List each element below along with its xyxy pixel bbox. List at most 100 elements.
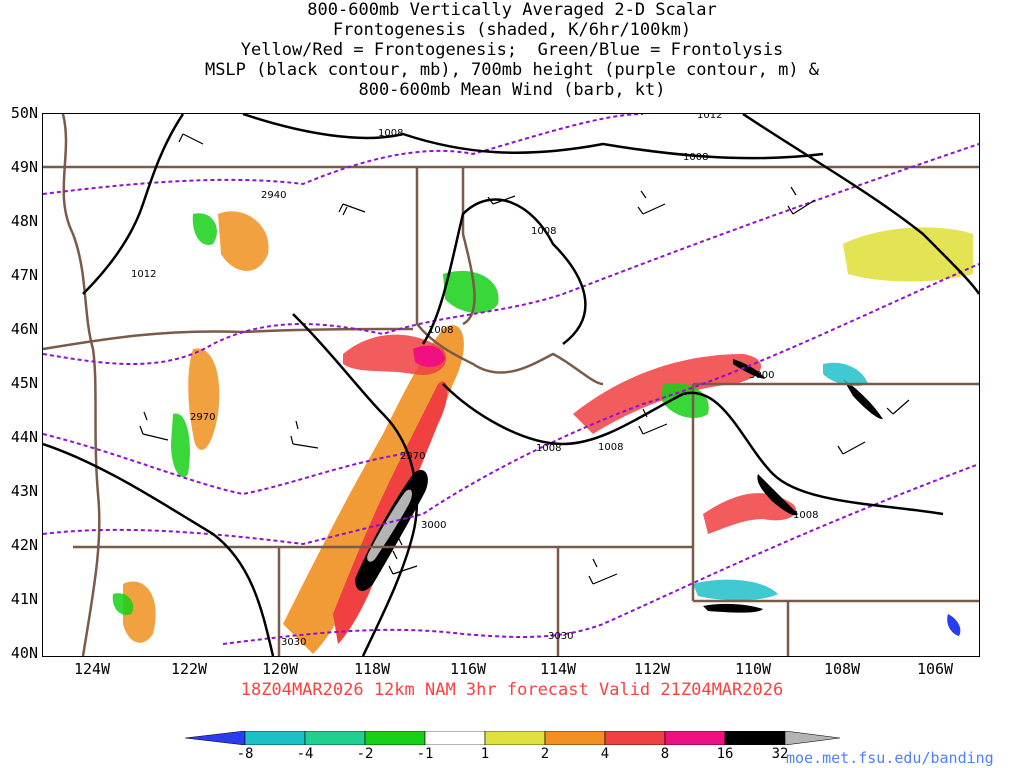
height-label: 2970 [190,412,215,423]
mslp-label: 1008 [536,443,561,454]
colorbar-label: -8 [236,746,254,762]
colorbar-label: 1 [480,746,490,762]
title-line-1: 800-600mb Vertically Averaged 2-D Scalar [307,0,717,20]
wind-barb [837,441,866,455]
lat-label-50n: 50N [10,104,38,122]
frontogenesis-northeast-core [733,359,765,379]
wind-barb [886,399,910,415]
frontogenesis-main-band [283,325,464,654]
source-credit: moe.met.fsu.edu/banding [786,749,994,767]
forecast-valid-time: 18Z04MAR2026 12km NAM 3hr forecast Valid… [240,680,784,700]
height-label: 3000 [421,520,446,531]
lon-label-116w: 116W [449,660,487,678]
map-panel: 1008 1012 1008 1008 1008 1012 1008 1008 … [42,113,980,657]
wind-barb [388,536,418,575]
colorbar-swatch-m1-1 [424,731,486,745]
washington-coastline [61,114,101,656]
lon-label-124w: 124W [73,660,111,678]
height-label: 2970 [400,451,425,462]
mslp-label: 1008 [793,510,818,521]
colorbar-swatch-lt-8 [185,731,246,745]
height-contour-3000 [43,263,979,546]
height-label: 2940 [261,190,286,201]
colorbar-label: -4 [296,746,314,762]
colorbar-label: 16 [716,746,734,762]
wind-barb [638,408,668,435]
colorbar-swatch-m8-m4 [244,731,306,745]
wind-barb [487,195,516,205]
height-contour-2940 [43,114,644,195]
mslp-label: 1012 [131,269,156,280]
frontogenesis-east-core [843,379,883,420]
lon-label-110w: 110W [734,660,772,678]
mslp-contour-1012-west [82,114,185,295]
mslp-label: 1008 [683,152,708,163]
colorbar-label: 2 [540,746,550,762]
frontolysis-west [171,413,190,478]
frontolysis-blue [947,614,961,636]
lat-label-49n: 49N [10,158,38,176]
lon-label-118w: 118W [353,660,391,678]
colorbar-swatch-m2-m1 [364,731,426,745]
wind-barbs [139,133,910,585]
height-contour-3030 [222,463,979,645]
frontogenesis-max-inner [367,489,412,562]
frontogenesis-map: 1008 1012 1008 1008 1008 1012 1008 1008 … [43,114,979,656]
lon-label-108w: 108W [823,660,861,678]
utah-colorado-border [556,547,790,656]
wind-barb [178,133,204,145]
lon-label-122w: 122W [170,660,208,678]
mslp-contour-1008-central [421,198,587,345]
title-line-2: Frontogenesis (shaded, K/6hr/100km) [332,20,692,40]
frontolysis-east [661,383,709,419]
colorbar-swatch-16-32 [724,731,786,745]
frontolysis-sw [112,593,134,615]
frontolysis-central [443,270,499,314]
height-contours [43,114,979,645]
colorbar [185,731,841,745]
frontogenesis-yellow-ne [843,227,973,282]
title-line-4: MSLP (black contour, mb), 700mb height (… [204,60,820,80]
colorbar-swatch-8-16 [664,731,726,745]
wind-barb [787,186,816,215]
wind-barb [139,411,169,441]
colorbar-label: -2 [356,746,374,762]
colorbar-label: 8 [660,746,670,762]
mslp-label: 1008 [378,128,403,139]
contour-labels: 1008 1012 1008 1008 1008 1012 1008 1008 … [131,114,818,648]
lon-label-106w: 106W [916,660,954,678]
colorbar-swatch-gt-32 [784,731,841,745]
colorbar-label: 32 [771,746,789,762]
frontogenesis-shading [123,211,973,654]
lat-label-48n: 48N [10,212,38,230]
colorbar-swatch-2-4 [544,731,606,745]
mslp-contour-1008-south [442,383,944,516]
idaho-panhandle-border [461,167,476,326]
mslp-contour-1008-north [242,114,824,160]
title-line-5: 800-600mb Mean Wind (barb, kt) [358,80,666,100]
height-label: 3000 [749,370,774,381]
frontogenesis-west-band [188,348,220,450]
height-label: 3030 [281,637,306,648]
lat-label-43n: 43N [10,482,38,500]
colorbar-swatch-1-2 [484,731,546,745]
colorbar-swatch-m4-m2 [304,731,366,745]
lon-label-120w: 120W [261,660,299,678]
lon-label-114w: 114W [539,660,577,678]
lat-label-44n: 44N [10,428,38,446]
lat-label-47n: 47N [10,266,38,284]
colorbar-label: 4 [600,746,610,762]
frontolysis-north [192,213,217,245]
wind-barb [637,190,666,215]
frontogenesis-se-core [757,474,798,516]
frontogenesis-sw-patch [123,581,156,643]
height-label: 3030 [548,631,573,642]
mslp-contour-east [742,114,979,295]
wind-barb [290,420,319,449]
lat-label-42n: 42N [10,536,38,554]
frontolysis-south [693,579,778,601]
height-contour-2970-north [43,143,979,365]
mslp-contour-west-ridge [43,442,275,656]
wind-barb [338,203,366,216]
height-contour-2970-south [43,433,404,496]
